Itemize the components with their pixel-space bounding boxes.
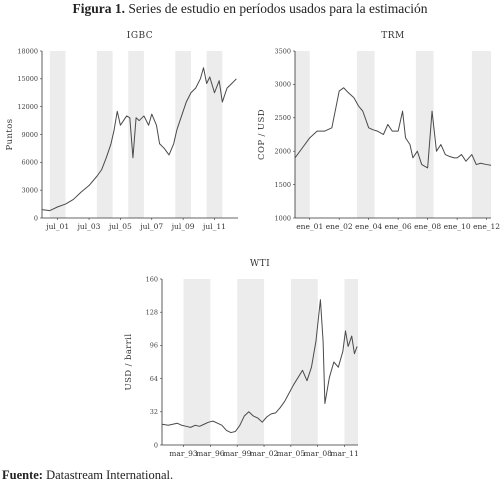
wti-xtick-label: mar_02 <box>250 449 279 458</box>
igbc-xtick-label: jul_07 <box>139 222 163 231</box>
igbc-series-line <box>41 67 237 212</box>
figure-title-label: Figura 1. <box>72 1 125 16</box>
wti-xtick-label: mar_08 <box>303 449 332 458</box>
igbc-chart-title: IGBC <box>127 31 153 41</box>
igbc-ytick-label: 18000 <box>17 47 38 55</box>
wti-ytick-label: 96 <box>150 342 158 350</box>
wti-xtick-label: mar_05 <box>277 449 306 458</box>
source-label: Fuente: <box>2 468 43 482</box>
trm-ytick-label: 2500 <box>274 114 291 122</box>
igbc-ytick-label: 9000 <box>21 131 38 139</box>
igbc-xtick-label: jul_01 <box>45 222 69 231</box>
trm-ytick-label: 3000 <box>274 81 291 89</box>
trm-xtick-label: ene_08 <box>414 222 441 231</box>
igbc-chart: 0 3000 6000 9000 12000 15000 18000 jul_01 jul_03… <box>5 31 238 231</box>
trm-series-line <box>294 87 492 169</box>
wti-shaded-band <box>344 279 358 445</box>
igbc-shaded-band <box>206 51 223 218</box>
figure-title: Figura 1. Series de estudio en períodos … <box>0 1 500 17</box>
trm-xtick-label: ene_12 <box>473 222 500 231</box>
igbc-shaded-band <box>175 51 191 218</box>
trm-ytick-label: 3500 <box>274 47 291 55</box>
igbc-ytick-label: 12000 <box>17 103 38 111</box>
source-note: Fuente: Datastream International. <box>2 468 173 483</box>
igbc-xtick-label: jul_03 <box>77 222 101 231</box>
trm-xtick-label: ene_01 <box>296 222 323 231</box>
trm-chart-title: TRM <box>381 31 405 41</box>
wti-shaded-band <box>237 279 265 445</box>
wti-chart-title: WTI <box>250 259 270 269</box>
wti-shaded-band <box>290 279 318 445</box>
igbc-ytick-label: 3000 <box>21 186 38 194</box>
wti-ytick-label: 32 <box>150 408 158 416</box>
wti-ytick-label: 160 <box>146 275 158 283</box>
trm-shaded-band <box>356 51 375 218</box>
igbc-y-axis-label: Puntos <box>5 119 15 151</box>
trm-shaded-band <box>471 51 491 218</box>
source-text: Datastream International. <box>42 468 174 482</box>
igbc-ytick-label: 0 <box>34 214 38 222</box>
wti-chart: 0326496128160mar_93mar_96mar_99mar_02mar… <box>124 259 359 458</box>
wti-series-line <box>161 299 358 434</box>
wti-xtick-label: mar_93 <box>169 449 198 458</box>
trm-y-axis-label: COP / USD <box>257 109 267 160</box>
wti-y-axis-label: USD / barril <box>124 334 134 391</box>
wti-ytick-label: 64 <box>150 375 158 383</box>
igbc-xtick-label: jul_09 <box>171 222 195 231</box>
wti-shaded-band <box>183 279 211 445</box>
igbc-xtick-label: jul_11 <box>202 222 226 231</box>
trm-xtick-label: ene_10 <box>444 222 471 231</box>
igbc-shaded-band <box>49 51 66 218</box>
trm-xtick-label: ene_06 <box>385 222 412 231</box>
igbc-shaded-band <box>96 51 113 218</box>
igbc-ytick-label: 15000 <box>17 75 38 83</box>
trm-shaded-band <box>295 51 310 218</box>
trm-xtick-label: ene_04 <box>355 222 382 231</box>
trm-ytick-label: 1500 <box>274 181 291 189</box>
wti-ytick-label: 0 <box>154 441 158 449</box>
wti-xtick-label: mar_99 <box>223 449 252 458</box>
trm-xtick-label: ene_02 <box>326 222 353 231</box>
figure-title-text: Series de estudio en períodos usados par… <box>124 1 428 16</box>
trm-ytick-label: 1000 <box>274 214 291 222</box>
trm-shaded-band <box>415 51 434 218</box>
wti-xtick-label: mar_96 <box>196 449 225 458</box>
igbc-shaded-band <box>128 51 144 218</box>
trm-ytick-label: 2000 <box>274 148 291 156</box>
wti-ytick-label: 128 <box>146 309 158 317</box>
wti-xtick-label: mar_11 <box>330 449 358 458</box>
igbc-xtick-label: jul_05 <box>108 222 132 231</box>
igbc-ytick-label: 6000 <box>21 159 38 167</box>
